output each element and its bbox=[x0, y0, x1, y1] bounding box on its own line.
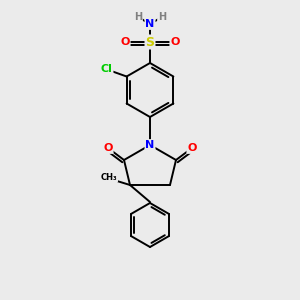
Text: N: N bbox=[146, 19, 154, 29]
Text: O: O bbox=[170, 37, 180, 47]
Text: N: N bbox=[146, 140, 154, 150]
Text: S: S bbox=[146, 35, 154, 49]
Text: Cl: Cl bbox=[101, 64, 112, 74]
Text: H: H bbox=[134, 12, 142, 22]
Text: CH₃: CH₃ bbox=[101, 172, 117, 182]
Text: O: O bbox=[120, 37, 130, 47]
Text: O: O bbox=[187, 143, 197, 153]
Text: O: O bbox=[103, 143, 113, 153]
Text: H: H bbox=[158, 12, 166, 22]
